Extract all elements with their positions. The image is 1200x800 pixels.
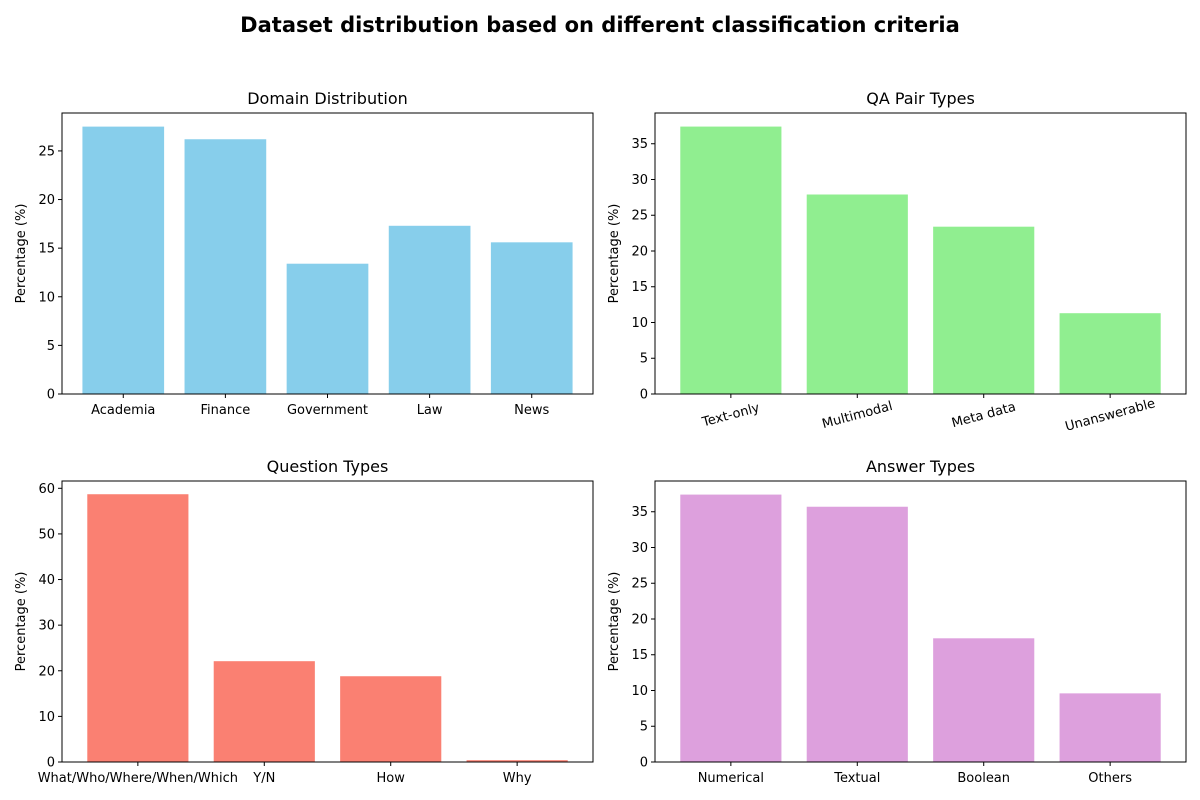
- y-tick-label: 15: [38, 242, 55, 257]
- y-tick-label: 0: [47, 388, 55, 403]
- y-tick-label: 40: [38, 573, 55, 588]
- y-tick-label: 0: [47, 756, 55, 771]
- bar: [806, 506, 908, 762]
- bar: [680, 494, 782, 762]
- y-tick-label: 20: [38, 664, 55, 679]
- x-tick-label: Unanswerable: [1064, 396, 1157, 434]
- y-tick-label: 20: [631, 612, 648, 627]
- x-tick-label: Numerical: [698, 771, 764, 786]
- axes-frame: [654, 112, 1187, 395]
- bar: [680, 126, 782, 395]
- bar: [184, 139, 267, 394]
- x-tick-label: Law: [417, 403, 443, 418]
- x-tick-label: Why: [503, 771, 532, 786]
- x-tick-label: Text-only: [700, 401, 762, 431]
- y-tick-label: 30: [38, 619, 55, 634]
- y-tick-label: 0: [640, 756, 648, 771]
- y-tick-label: 25: [631, 577, 648, 592]
- bar: [490, 242, 573, 394]
- figure-title: Dataset distribution based on different …: [240, 13, 960, 37]
- bar: [806, 194, 908, 394]
- y-tick-label: 25: [38, 144, 55, 159]
- y-tick-label: 20: [38, 193, 55, 208]
- charts-grid: Academia Finance Government Law News 0 5 10 15 20…: [14, 89, 1187, 786]
- x-tick-label: How: [377, 771, 406, 786]
- x-tick-label: Finance: [201, 403, 251, 418]
- y-tick-label: 50: [38, 527, 55, 542]
- bar: [82, 126, 165, 394]
- y-tick-label: 15: [631, 280, 648, 295]
- x-tick-label: Academia: [91, 403, 155, 418]
- y-tick-label: 35: [631, 505, 648, 520]
- y-tick-label: 10: [631, 316, 648, 331]
- bar: [213, 661, 315, 762]
- y-tick-label: 10: [38, 290, 55, 305]
- bar: [933, 638, 1035, 762]
- y-tick-label: 15: [631, 648, 648, 663]
- chart-panel: Text-only Multimodal Meta data Unanswerable…: [607, 89, 1187, 435]
- bar: [466, 760, 568, 762]
- x-tick-label: News: [514, 403, 549, 418]
- y-tick-label: 0: [640, 388, 648, 403]
- y-tick-label: 30: [631, 173, 648, 188]
- x-tick-label: Multimodal: [821, 399, 895, 432]
- x-tick-label: Others: [1088, 771, 1132, 786]
- y-tick-label: 20: [631, 244, 648, 259]
- y-tick-label: 5: [640, 352, 648, 367]
- y-axis-label: Percentage (%): [607, 204, 622, 304]
- y-tick-label: 10: [38, 710, 55, 725]
- chart-panel: Numerical Textual Boolean Others 0 5 10 15 20 25 3…: [607, 457, 1187, 786]
- bar: [1059, 693, 1161, 762]
- chart-title: QA Pair Types: [866, 89, 975, 108]
- chart-panel: Academia Finance Government Law News 0 5 10 15 20…: [14, 89, 594, 418]
- chart-title: Answer Types: [866, 457, 975, 476]
- x-tick-label: Boolean: [957, 771, 1010, 786]
- y-axis-label: Percentage (%): [607, 572, 622, 672]
- y-axis-label: Percentage (%): [14, 572, 29, 672]
- x-tick-label: What/Who/Where/When/Which: [38, 771, 238, 786]
- axes-frame: [654, 480, 1187, 763]
- bar: [933, 226, 1035, 394]
- chart-title: Question Types: [267, 457, 389, 476]
- bar: [87, 494, 189, 762]
- x-tick-label: Government: [287, 403, 368, 418]
- x-tick-label: Y/N: [252, 771, 275, 786]
- bar: [388, 225, 471, 394]
- y-tick-label: 35: [631, 137, 648, 152]
- bar: [340, 676, 442, 762]
- y-axis-label: Percentage (%): [14, 204, 29, 304]
- y-tick-label: 30: [631, 541, 648, 556]
- bar: [286, 263, 369, 394]
- x-tick-label: Textual: [833, 771, 880, 786]
- x-tick-label: Meta data: [950, 400, 1017, 431]
- y-tick-label: 60: [38, 482, 55, 497]
- chart-panel: What/Who/Where/When/Which Y/N How Why 0 10 20 3…: [14, 457, 594, 786]
- y-tick-label: 5: [47, 339, 55, 354]
- bar: [1059, 313, 1161, 394]
- y-tick-label: 5: [640, 720, 648, 735]
- chart-title: Domain Distribution: [247, 89, 408, 108]
- y-tick-label: 25: [631, 209, 648, 224]
- y-tick-label: 10: [631, 684, 648, 699]
- axes-frame: [61, 480, 594, 763]
